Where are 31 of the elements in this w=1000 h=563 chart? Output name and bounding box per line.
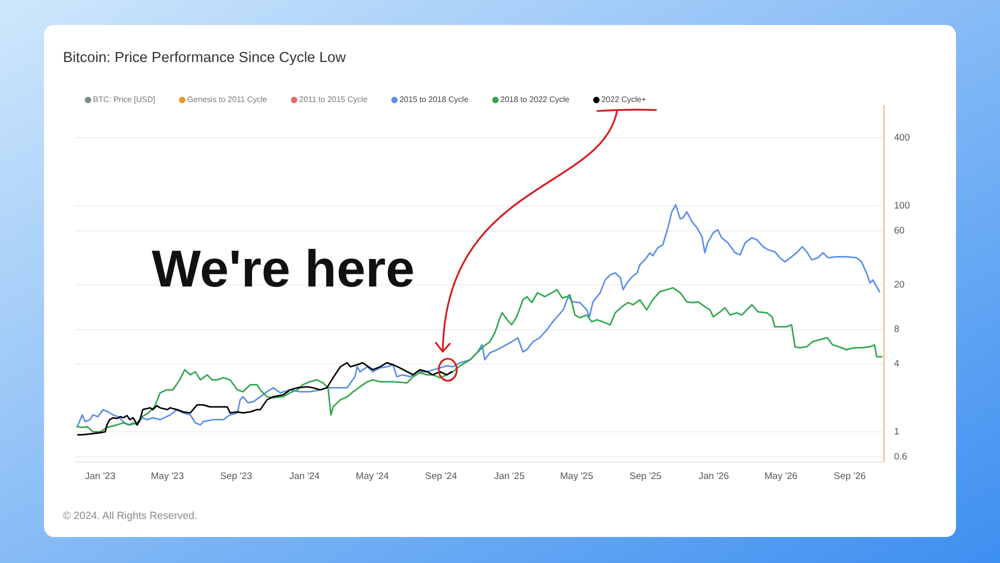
x-tick-label: Jan '24 <box>289 471 320 482</box>
y-tick-label: 0.6 <box>894 451 908 462</box>
x-tick-label: Sep '24 <box>425 471 458 482</box>
legend-label: 2011 to 2015 Cycle <box>299 95 368 104</box>
line-series <box>76 204 880 428</box>
y-tick-label: 400 <box>894 132 910 144</box>
y-tick-label: 60 <box>894 225 905 236</box>
chart-title: Bitcoin: Price Performance Since Cycle Low <box>63 50 346 66</box>
x-tick-label: May '26 <box>764 471 798 482</box>
x-tick-label: Jan '23 <box>85 471 116 482</box>
annotation: We're here <box>152 240 415 299</box>
x-tick-label: Sep '25 <box>630 471 662 482</box>
legend-label: 2022 Cycle+ <box>601 95 646 104</box>
text: © 2024. All Rights Reserved. <box>63 510 198 522</box>
legend-label: Genesis to 2011 Cycle <box>187 95 268 104</box>
x-tick-label: Jan '26 <box>698 471 729 482</box>
y-tick-label: 100 <box>894 200 910 212</box>
line-series <box>76 287 883 433</box>
x-tick-label: May '25 <box>560 471 594 482</box>
x-tick-label: May '23 <box>150 471 184 482</box>
x-tick-label: Sep '23 <box>220 471 252 482</box>
y-tick-label: 20 <box>894 279 905 290</box>
legend-label: 2018 to 2022 Cycle <box>500 95 570 104</box>
x-tick-label: May '24 <box>356 471 389 482</box>
y-tick-label: 1 <box>894 426 900 438</box>
y-tick-label: 4 <box>894 358 900 370</box>
y-tick-label: 8 <box>894 324 900 336</box>
x-tick-label: Jan '25 <box>494 471 525 482</box>
legend-label: BTC: Price [USD] <box>93 95 156 104</box>
x-tick-label: Sep '26 <box>834 471 866 482</box>
legend-label: 2015 to 2018 Cycle <box>399 95 469 104</box>
